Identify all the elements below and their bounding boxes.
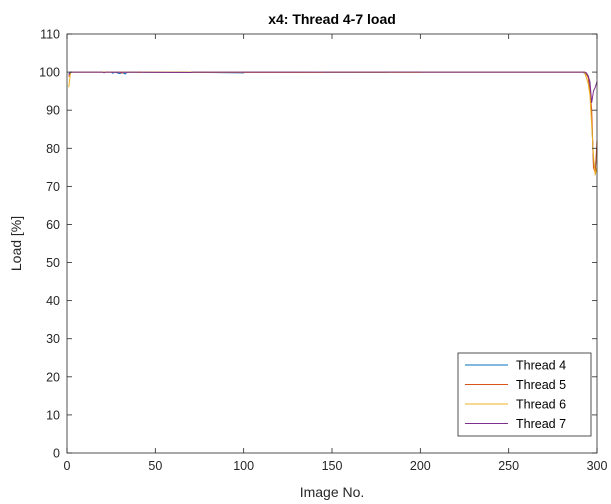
y-tick-label: 40: [46, 294, 60, 308]
y-tick-label: 70: [46, 180, 60, 194]
y-tick-label: 60: [46, 218, 60, 232]
legend-label: Thread 4: [516, 359, 566, 373]
y-tick-label: 0: [53, 447, 60, 461]
y-axis-title: Load [%]: [8, 216, 24, 271]
y-tick-label: 110: [40, 28, 60, 42]
chart-title: x4: Thread 4-7 load: [268, 11, 396, 27]
legend-label: Thread 7: [516, 417, 566, 431]
x-tick-label: 200: [410, 459, 431, 473]
x-tick-label: 300: [587, 459, 608, 473]
ticks-layer: 0 50 100 150 200 250 300 0 10 20 30 40 50 60 70 80 90 100…: [39, 28, 607, 474]
y-tick-label: 20: [46, 370, 60, 384]
series-layer: [68, 71, 598, 176]
y-tick-label: 100: [39, 66, 60, 80]
y-tick-label: 80: [46, 142, 60, 156]
x-tick-label: 100: [233, 459, 254, 473]
x-tick-label: 50: [148, 459, 162, 473]
y-tick-label: 50: [46, 256, 60, 270]
x-axis-title: Image No.: [300, 484, 365, 500]
legend-box: [457, 352, 592, 437]
y-tick-label: 90: [46, 104, 60, 118]
x-tick-label: 150: [322, 459, 343, 473]
legend-label: Thread 5: [516, 378, 566, 392]
legend-label: Thread 6: [516, 398, 566, 412]
legend: Thread 4 Thread 5 Thread 6 Thread 7: [457, 352, 592, 437]
series-line-thread-7: [68, 71, 598, 104]
x-tick-label: 0: [64, 459, 71, 473]
y-tick-label: 30: [46, 332, 60, 346]
x-tick-label: 250: [498, 459, 519, 473]
y-tick-label: 10: [46, 408, 60, 422]
